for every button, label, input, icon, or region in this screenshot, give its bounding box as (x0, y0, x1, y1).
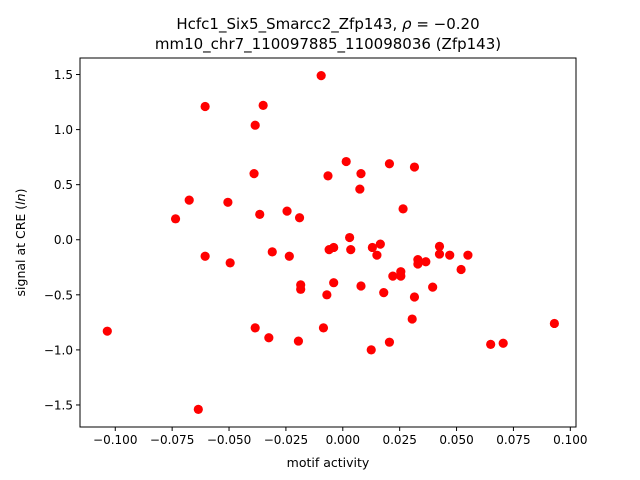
data-point (341, 156, 351, 167)
x-axis-ticks: −0.100 −0.075 −0.050 −0.025 0.000 0.025 0.050 0… (93, 427, 587, 447)
chart-title-line-2: mm10_chr7_110097885_110098036 (Zfp143) (155, 35, 501, 54)
data-point (445, 250, 455, 260)
plot-frame (79, 57, 577, 428)
data-point (356, 281, 366, 291)
chart-title-line-1: Hcfc1_Six5_Smarcc2_Zfp143, ρ = −0.20 (176, 15, 479, 34)
data-point (102, 326, 112, 336)
data-point (356, 169, 366, 179)
data-point (456, 264, 466, 275)
x-tick-label: 0.000 (326, 433, 360, 447)
data-point (322, 290, 332, 300)
data-point (264, 333, 274, 343)
data-point (375, 239, 385, 249)
x-tick-label: 0.100 (553, 433, 587, 447)
data-point (372, 250, 382, 260)
data-point (428, 282, 438, 292)
data-point (250, 120, 260, 130)
data-point (293, 336, 304, 346)
data-point (200, 251, 210, 261)
data-point (463, 250, 473, 260)
data-point (267, 247, 277, 257)
data-point (296, 284, 306, 294)
y-tick-label: −1.5 (44, 398, 73, 412)
y-axis-ticks: −1.5 −1.0 −0.5 0.0 0.5 1.0 1.5 (44, 68, 80, 412)
y-tick-label: −1.0 (44, 343, 73, 357)
data-point (388, 271, 398, 281)
data-point (329, 278, 339, 288)
data-point (282, 206, 292, 216)
x-tick-label: 0.025 (382, 433, 416, 447)
data-point (384, 337, 395, 347)
x-tick-label: 0.050 (439, 433, 473, 447)
data-point (255, 209, 265, 220)
data-point (294, 213, 305, 223)
y-tick-label: 1.5 (54, 68, 73, 82)
data-point (421, 257, 431, 267)
data-point (346, 245, 356, 255)
data-point (193, 404, 203, 414)
data-point (184, 195, 194, 205)
data-point (434, 249, 445, 259)
data-point (323, 171, 333, 181)
data-point (379, 288, 389, 298)
data-point (225, 258, 235, 268)
data-point (413, 259, 423, 269)
data-point (407, 314, 417, 324)
x-tick-label: −0.050 (207, 433, 251, 447)
data-point (223, 197, 233, 207)
y-tick-label: 0.0 (54, 233, 73, 247)
y-tick-label: 0.5 (54, 178, 73, 192)
x-tick-label: −0.075 (150, 433, 194, 447)
data-point (396, 271, 406, 281)
data-point (366, 345, 376, 355)
data-point (498, 338, 508, 348)
data-point (170, 214, 181, 224)
data-point (316, 71, 326, 81)
data-point (486, 339, 496, 349)
x-tick-label: 0.075 (496, 433, 530, 447)
data-point (434, 241, 445, 251)
data-point (250, 323, 260, 333)
data-point (345, 232, 355, 243)
data-point (318, 323, 329, 333)
data-points (102, 71, 559, 414)
data-point (409, 292, 420, 302)
x-axis-label: motif activity (287, 455, 370, 470)
data-point (409, 162, 420, 172)
data-point (384, 159, 395, 169)
y-axis-label: signal at CRE (ln) (13, 189, 28, 297)
x-tick-label: −0.025 (264, 433, 308, 447)
y-tick-label: −0.5 (44, 288, 73, 302)
data-point (355, 184, 365, 194)
data-point (258, 100, 268, 110)
data-point (329, 242, 339, 253)
data-point (249, 169, 259, 179)
data-point (398, 204, 408, 214)
data-point (367, 242, 377, 253)
data-point (200, 101, 210, 112)
x-tick-label: −0.100 (93, 433, 137, 447)
data-point (284, 251, 294, 261)
data-point (549, 318, 559, 329)
y-tick-label: 1.0 (54, 123, 73, 137)
